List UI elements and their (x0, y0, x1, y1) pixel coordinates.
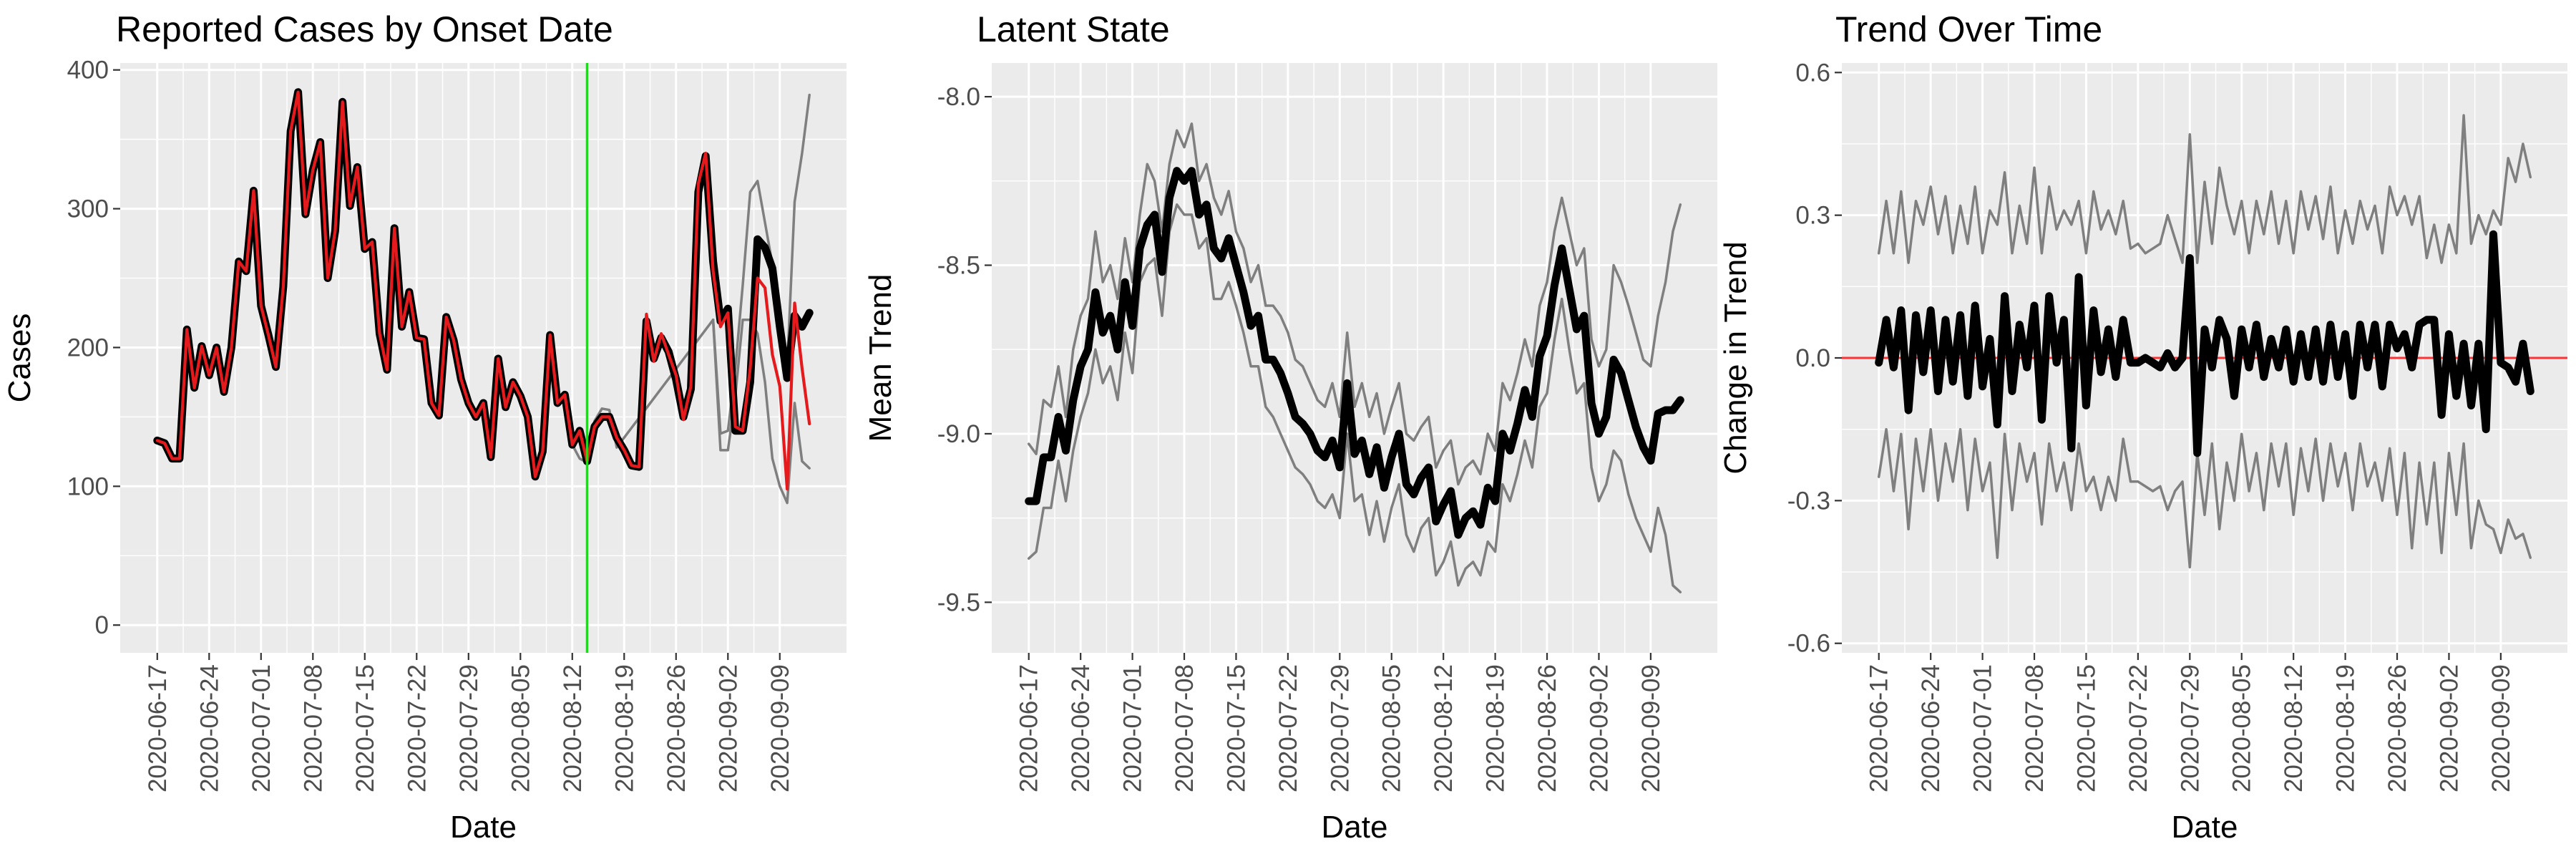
x-tick-label: 2020-08-05 (2228, 664, 2256, 792)
chart-title: Trend Over Time (1835, 9, 2102, 49)
x-tick-label: 2020-07-01 (248, 664, 275, 792)
x-tick-label: 2020-09-02 (714, 664, 742, 792)
y-tick-label: 0.6 (1795, 59, 1830, 87)
x-tick-label: 2020-08-05 (1378, 664, 1406, 792)
x-tick-label: 2020-07-01 (1969, 664, 1997, 792)
y-tick-label: 200 (67, 334, 109, 361)
y-tick-label: 0.3 (1795, 202, 1830, 230)
y-tick-label: -9.5 (937, 588, 980, 616)
plot-area (153, 63, 814, 653)
x-tick-label: 2020-08-19 (2332, 664, 2360, 792)
x-tick-label: 2020-07-15 (1222, 664, 1250, 792)
y-tick-label: -9.0 (937, 420, 980, 448)
x-tick-label: 2020-08-12 (2280, 664, 2308, 792)
x-axis-label: Date (1322, 810, 1388, 845)
y-tick-label: 0 (95, 611, 109, 639)
y-tick-label: -8.5 (937, 252, 980, 280)
x-tick-label: 2020-08-26 (2384, 664, 2411, 792)
x-tick-label: 2020-09-09 (1637, 664, 1665, 792)
x-tick-label: 2020-06-17 (1015, 664, 1043, 792)
x-tick-label: 2020-08-12 (1430, 664, 1458, 792)
x-tick-label: 2020-07-29 (1326, 664, 1354, 792)
x-tick-label: 2020-07-08 (1171, 664, 1199, 792)
x-tick-label: 2020-07-01 (1119, 664, 1147, 792)
x-tick-label: 2020-06-24 (195, 664, 223, 792)
x-tick-label: 2020-08-26 (663, 664, 691, 792)
panel-1: 0 100 200 300 400 2020-06-17 2020-06-24 2020-07… (2, 9, 847, 845)
x-tick-label: 2020-06-17 (144, 664, 172, 792)
y-tick-label: -8.0 (937, 83, 980, 111)
x-tick-label: 2020-09-09 (2487, 664, 2515, 792)
x-tick-label: 2020-08-12 (559, 664, 587, 792)
plot-area (1025, 122, 1684, 593)
panel-2: -8.0 -8.5 -9.0 -9.5 2020-06-17 2020-06-24 2020… (863, 9, 1717, 845)
y-tick-label: -0.6 (1787, 630, 1830, 658)
x-tick-label: 2020-06-24 (1067, 664, 1095, 792)
x-tick-label: 2020-08-26 (1533, 664, 1561, 792)
mean-series-line (1875, 230, 2534, 457)
plot-background (120, 63, 847, 653)
y-tick-label: 0.0 (1795, 344, 1830, 372)
y-tick-label: 300 (67, 195, 109, 223)
upper-series-line (1027, 122, 1682, 486)
y-tick-label: 100 (67, 472, 109, 500)
x-tick-label: 2020-08-05 (507, 664, 535, 792)
x-tick-label: 2020-07-15 (351, 664, 379, 792)
x-tick-label: 2020-08-19 (610, 664, 638, 792)
x-tick-label: 2020-07-08 (299, 664, 327, 792)
x-tick-label: 2020-07-22 (403, 664, 431, 792)
x-tick-label: 2020-09-02 (2435, 664, 2463, 792)
upper-series-line (1877, 114, 2532, 264)
x-tick-label: 2020-06-17 (1865, 664, 1893, 792)
x-tick-label: 2020-07-22 (2124, 664, 2152, 792)
upper-series-line (711, 93, 811, 435)
chart-title: Reported Cases by Onset Date (116, 9, 613, 49)
mean-series-line (1025, 167, 1684, 539)
x-tick-label: 2020-07-15 (2072, 664, 2100, 792)
x-tick-label: 2020-07-22 (1274, 664, 1302, 792)
lower-series-line (1877, 427, 2532, 569)
x-tick-label: 2020-09-09 (766, 664, 794, 792)
y-tick-label: -0.3 (1787, 487, 1830, 515)
y-axis-label: Change in Trend (1718, 241, 1753, 474)
plot-area (1842, 114, 2567, 569)
x-tick-label: 2020-07-29 (2176, 664, 2204, 792)
x-axis-label: Date (2172, 810, 2238, 845)
panel-3: 0.6 0.3 0.0 -0.3 -0.6 2020-06-17 2020-06-24 202… (1718, 9, 2567, 845)
x-tick-label: 2020-07-08 (2021, 664, 2049, 792)
plot-background (992, 63, 1717, 653)
fitted-series-line (155, 90, 811, 491)
y-axis-label: Cases (2, 314, 37, 403)
x-tick-label: 2020-06-24 (1917, 664, 1945, 792)
y-tick-label: 400 (67, 57, 109, 84)
x-tick-label: 2020-08-19 (1482, 664, 1510, 792)
x-tick-label: 2020-07-29 (455, 664, 483, 792)
chart-title: Latent State (977, 9, 1170, 49)
x-tick-label: 2020-09-02 (1585, 664, 1613, 792)
y-axis-label: Mean Trend (863, 274, 898, 442)
x-axis-label: Date (450, 810, 517, 845)
